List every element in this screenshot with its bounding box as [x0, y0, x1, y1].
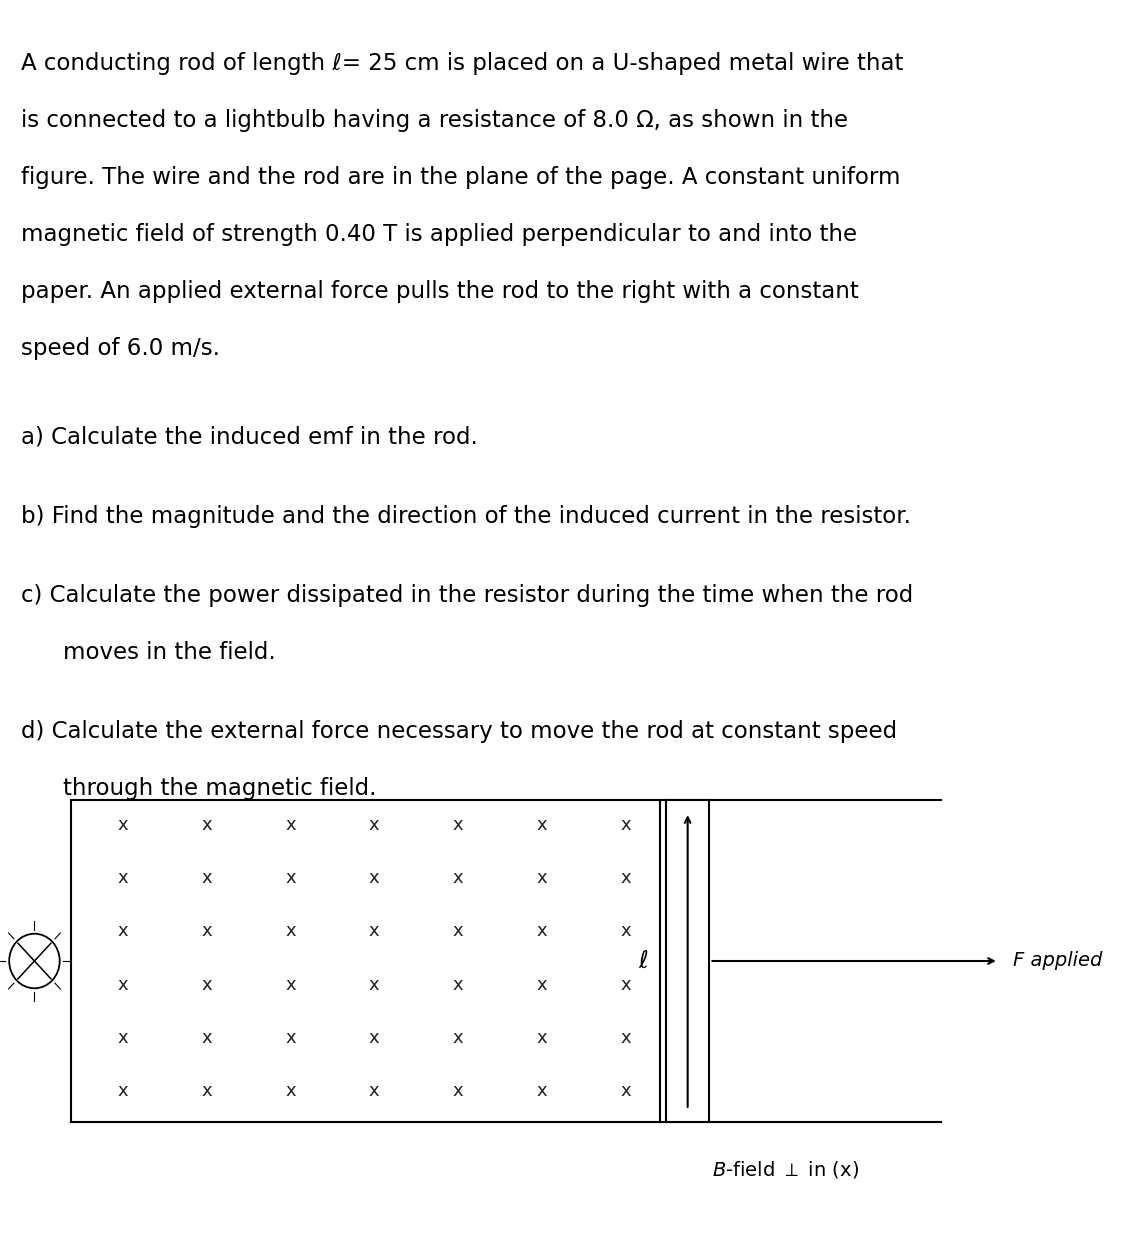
Text: b) Find the magnitude and the direction of the induced current in the resistor.: b) Find the magnitude and the direction …: [21, 505, 910, 528]
Text: x: x: [201, 1083, 212, 1100]
Text: is connected to a lightbulb having a resistance of 8.0 Ω, as shown in the: is connected to a lightbulb having a res…: [21, 109, 847, 133]
Text: moves in the field.: moves in the field.: [63, 641, 276, 665]
Text: x: x: [285, 976, 296, 993]
Text: x: x: [620, 816, 631, 833]
Text: x: x: [536, 816, 548, 833]
Text: x: x: [620, 1083, 631, 1100]
Text: x: x: [452, 976, 464, 993]
Text: x: x: [201, 923, 212, 940]
Text: through the magnetic field.: through the magnetic field.: [63, 777, 377, 801]
Text: x: x: [620, 923, 631, 940]
Text: x: x: [117, 1083, 129, 1100]
Text: x: x: [201, 976, 212, 993]
Text: x: x: [369, 1083, 380, 1100]
Text: x: x: [452, 923, 464, 940]
Text: x: x: [369, 976, 380, 993]
Text: d) Calculate the external force necessary to move the rod at constant speed: d) Calculate the external force necessar…: [21, 720, 897, 744]
Bar: [666, 800, 709, 1122]
Circle shape: [9, 934, 60, 988]
Text: x: x: [369, 923, 380, 940]
Text: x: x: [536, 1083, 548, 1100]
Text: x: x: [285, 923, 296, 940]
Text: x: x: [452, 816, 464, 833]
Text: figure. The wire and the rod are in the plane of the page. A constant uniform: figure. The wire and the rod are in the …: [21, 166, 900, 190]
Text: F applied: F applied: [1013, 951, 1102, 971]
Text: x: x: [620, 1029, 631, 1047]
Text: A conducting rod of length ℓ= 25 cm is placed on a U-shaped metal wire that: A conducting rod of length ℓ= 25 cm is p…: [21, 52, 903, 76]
Text: magnetic field of strength 0.40 T is applied perpendicular to and into the: magnetic field of strength 0.40 T is app…: [21, 223, 856, 247]
Text: x: x: [620, 869, 631, 887]
Text: x: x: [285, 816, 296, 833]
Text: x: x: [369, 1029, 380, 1047]
Text: paper. An applied external force pulls the rod to the right with a constant: paper. An applied external force pulls t…: [21, 280, 859, 304]
Text: x: x: [369, 869, 380, 887]
Text: x: x: [117, 816, 129, 833]
Text: x: x: [285, 1083, 296, 1100]
Text: speed of 6.0 m/s.: speed of 6.0 m/s.: [21, 337, 219, 361]
Bar: [71, 800, 660, 1122]
Text: a) Calculate the induced emf in the rod.: a) Calculate the induced emf in the rod.: [21, 425, 478, 449]
Text: ℓ: ℓ: [638, 949, 647, 973]
Text: x: x: [452, 1029, 464, 1047]
Text: x: x: [117, 869, 129, 887]
Text: x: x: [536, 923, 548, 940]
Text: x: x: [369, 816, 380, 833]
Text: x: x: [452, 1083, 464, 1100]
Text: x: x: [452, 869, 464, 887]
Text: x: x: [201, 869, 212, 887]
Text: x: x: [536, 869, 548, 887]
Text: x: x: [285, 869, 296, 887]
Text: x: x: [117, 976, 129, 993]
Text: c) Calculate the power dissipated in the resistor during the time when the rod: c) Calculate the power dissipated in the…: [21, 584, 913, 608]
Text: x: x: [201, 816, 212, 833]
Text: x: x: [620, 976, 631, 993]
Text: $\it{B}$-field $\perp$ in (x): $\it{B}$-field $\perp$ in (x): [712, 1159, 859, 1180]
Text: x: x: [117, 923, 129, 940]
Text: x: x: [536, 976, 548, 993]
Text: x: x: [285, 1029, 296, 1047]
Text: x: x: [201, 1029, 212, 1047]
Text: x: x: [117, 1029, 129, 1047]
Text: x: x: [536, 1029, 548, 1047]
